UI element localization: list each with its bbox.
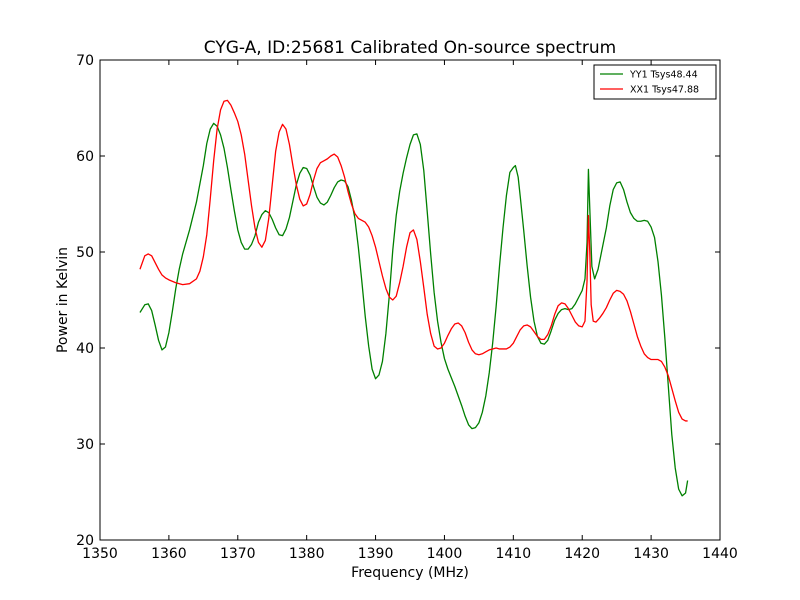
y-tick-label: 40	[76, 341, 94, 357]
x-tick-label: 1380	[289, 546, 325, 562]
x-tick-label: 1350	[82, 546, 118, 562]
y-axis-label: Power in Kelvin	[55, 247, 71, 353]
x-tick-label: 1370	[220, 546, 256, 562]
legend-box	[593, 64, 717, 100]
x-tick-label: 1420	[564, 546, 600, 562]
x-tick-label: 1430	[633, 546, 669, 562]
y-tick-label: 20	[76, 533, 94, 549]
legend-label-yy1: YY1 Tsys48.44	[629, 70, 698, 81]
x-tick-label: 1390	[358, 546, 394, 562]
legend: YY1 Tsys48.44 XX1 Tsys47.88	[593, 64, 717, 100]
x-tick-label: 1410	[496, 546, 532, 562]
series-line-xx1	[139, 99, 688, 422]
y-tick-label: 30	[76, 437, 94, 453]
y-tick-label: 50	[76, 245, 94, 261]
x-tick-label: 1440	[702, 546, 738, 562]
y-tick-label: 60	[76, 149, 94, 165]
tick-layer: 1350 1360 1370 1380 1390 1400 1410 1420 1430 1440…	[76, 53, 738, 562]
series-line-yy1	[139, 122, 689, 497]
plot-area: 1350 1360 1370 1380 1390 1400 1410 1420 1430 1440…	[76, 53, 738, 562]
plot-frame	[99, 59, 721, 541]
x-tick-label: 1360	[151, 546, 187, 562]
x-tick-label: 1400	[427, 546, 463, 562]
x-axis-label: Frequency (MHz)	[351, 565, 469, 581]
legend-label-xx1: XX1 Tsys47.88	[630, 85, 699, 96]
series-layer	[139, 99, 689, 497]
chart-title: CYG-A, ID:25681 Calibrated On-source spe…	[204, 38, 616, 58]
y-tick-label: 70	[76, 53, 94, 69]
